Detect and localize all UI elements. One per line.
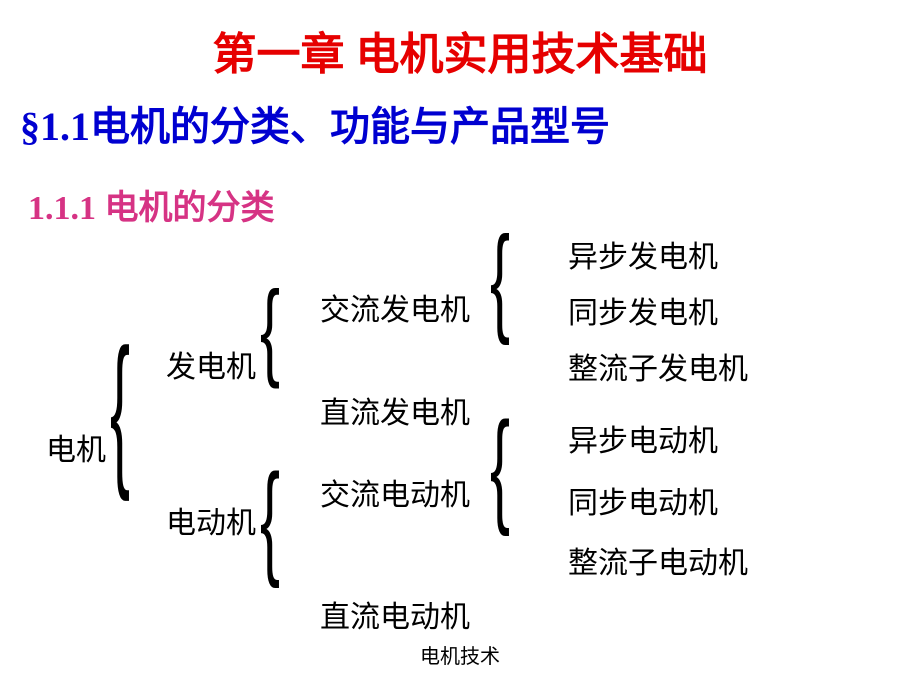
tree-root: 电机 bbox=[46, 425, 106, 469]
tree-l2-2: 交流电动机 bbox=[320, 470, 470, 514]
tree-l3-5: 整流子电动机 bbox=[568, 538, 748, 582]
tree-l2-3: 直流电动机 bbox=[320, 592, 470, 636]
brace-2: { bbox=[260, 457, 280, 583]
tree-l3-2: 整流子发电机 bbox=[568, 344, 748, 388]
tree-l3-4: 同步电动机 bbox=[568, 478, 718, 522]
section-title: §1.1电机的分类、功能与产品型号 bbox=[20, 94, 920, 152]
footer-text: 电机技术 bbox=[0, 640, 920, 669]
tree-l2-1: 直流发电机 bbox=[320, 388, 470, 432]
tree-l3-3: 异步电动机 bbox=[568, 416, 718, 460]
brace-3: { bbox=[490, 220, 510, 340]
brace-0: { bbox=[110, 326, 130, 494]
tree-l3-0: 异步发电机 bbox=[568, 232, 718, 276]
brace-1: { bbox=[260, 276, 280, 384]
chapter-title: 第一章 电机实用技术基础 bbox=[0, 18, 920, 82]
subsection-title: 1.1.1 电机的分类 bbox=[28, 180, 275, 229]
brace-4: { bbox=[490, 405, 510, 531]
tree-l2-0: 交流发电机 bbox=[320, 285, 470, 329]
tree-l1-0: 发电机 bbox=[166, 342, 256, 386]
tree-l3-1: 同步发电机 bbox=[568, 288, 718, 332]
tree-l1-1: 电动机 bbox=[166, 498, 256, 542]
